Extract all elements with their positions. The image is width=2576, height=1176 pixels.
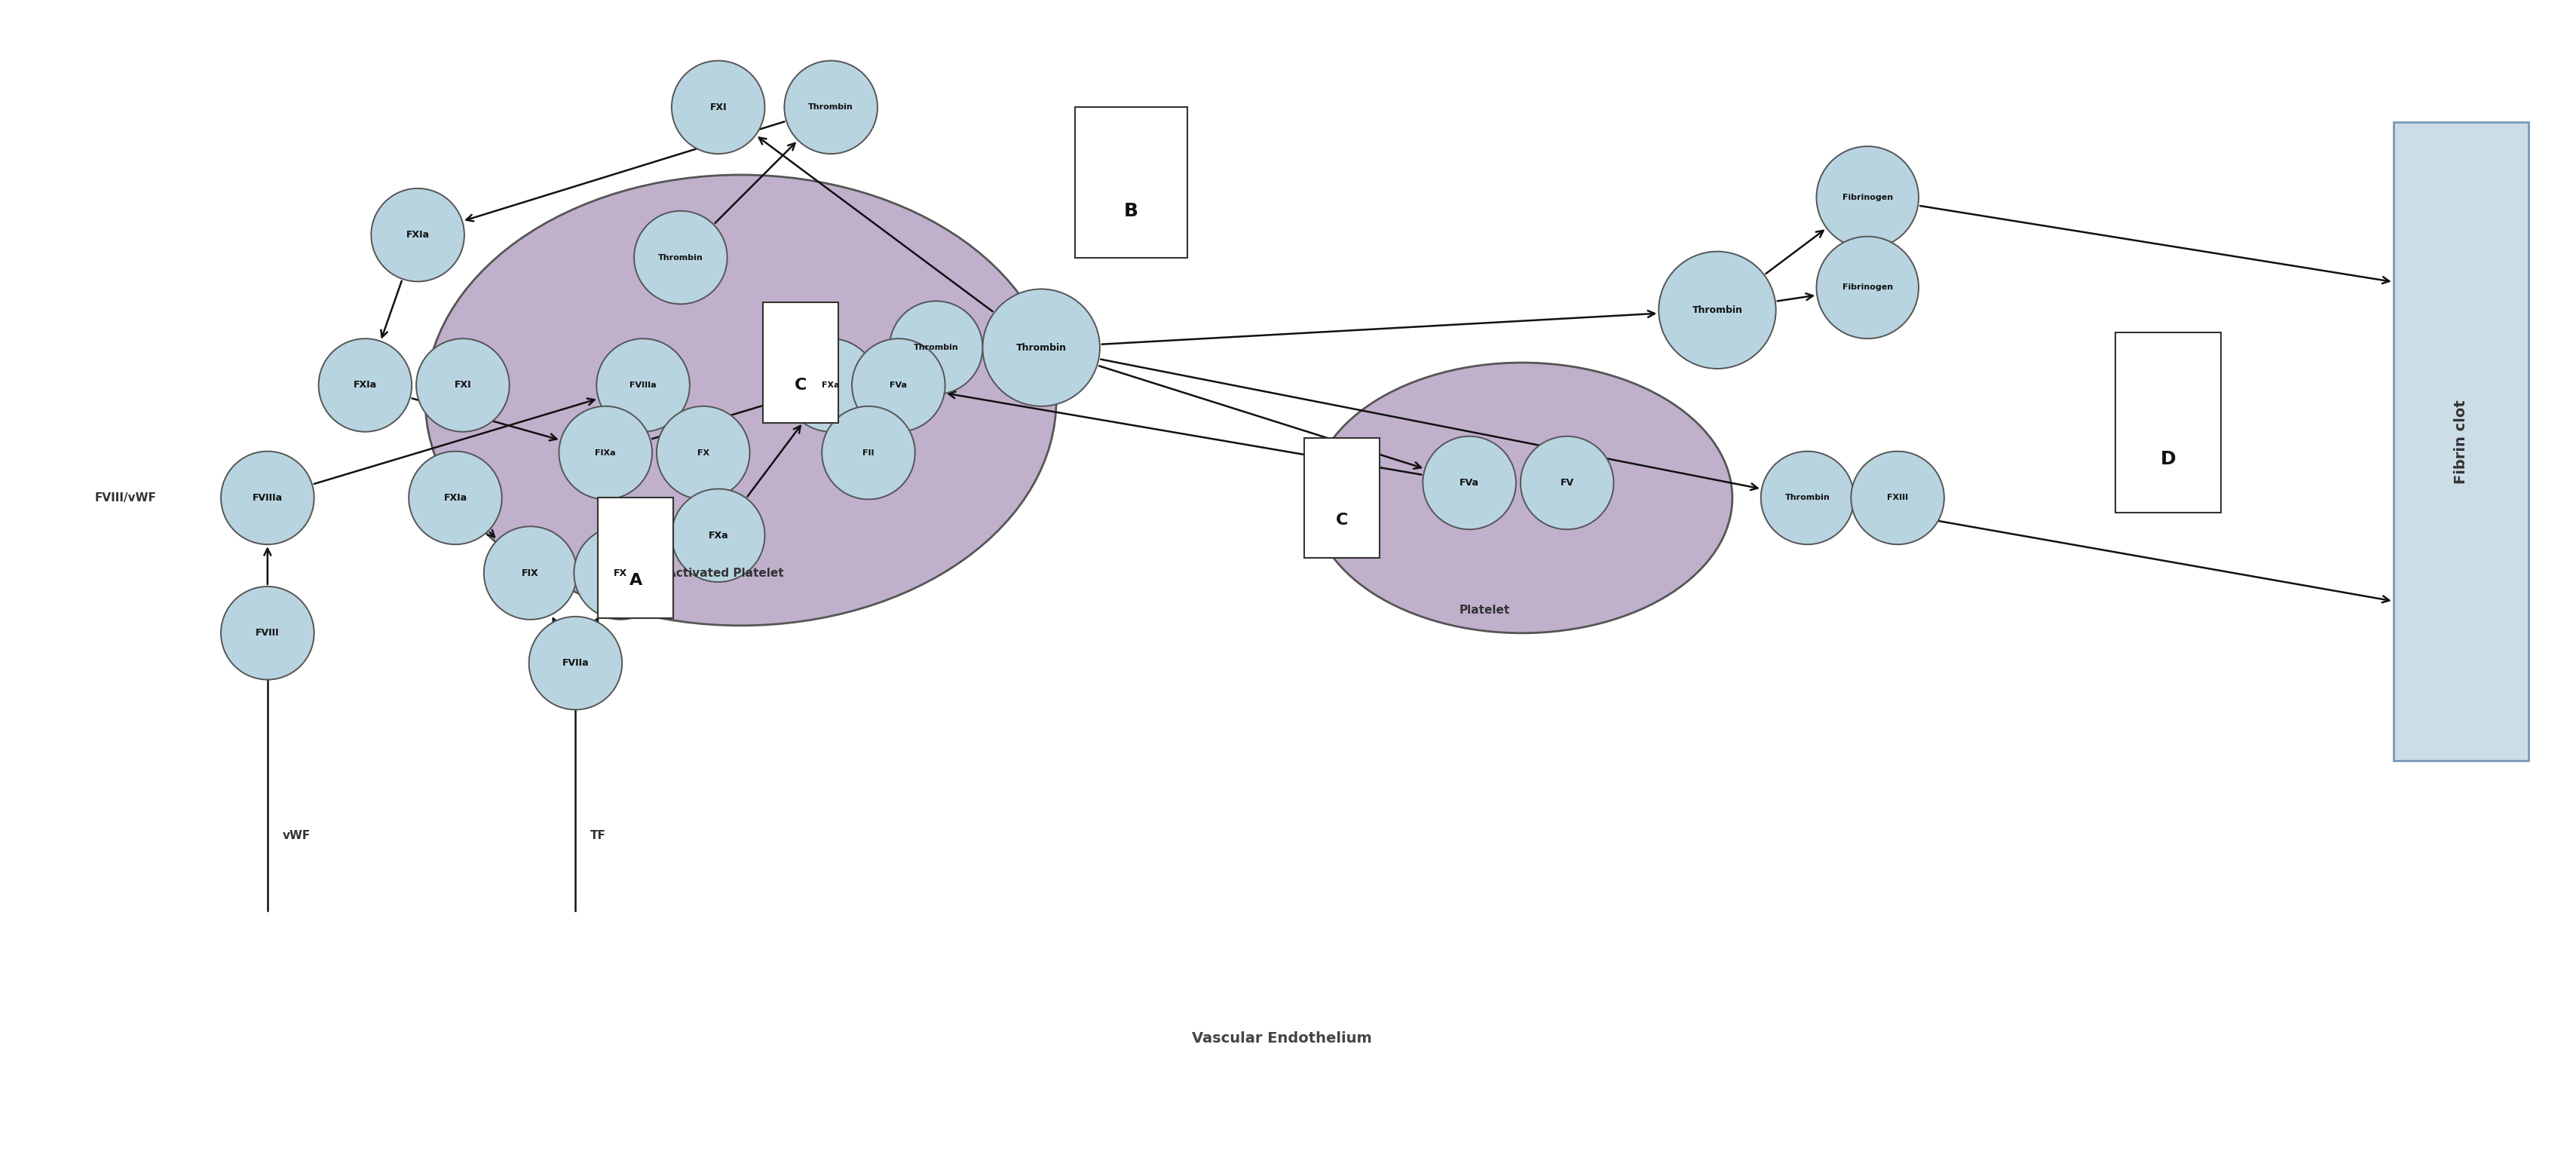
Circle shape	[853, 339, 945, 432]
Text: Thrombin: Thrombin	[1692, 305, 1741, 315]
Bar	[1303, 437, 1378, 557]
Circle shape	[222, 452, 314, 544]
Circle shape	[319, 339, 412, 432]
Bar	[598, 497, 672, 619]
Text: FII: FII	[863, 449, 873, 456]
Circle shape	[598, 339, 690, 432]
Text: FIXa: FIXa	[595, 449, 616, 456]
Text: FVIIIa: FVIIIa	[629, 381, 657, 389]
Text: FXIa: FXIa	[407, 230, 430, 240]
Circle shape	[559, 406, 652, 500]
Text: FVa: FVa	[889, 381, 907, 389]
Text: FVIII: FVIII	[255, 628, 278, 637]
Text: FX: FX	[698, 449, 708, 456]
Bar	[762, 302, 837, 422]
Text: FXI: FXI	[711, 102, 726, 112]
Text: FXI: FXI	[453, 380, 471, 390]
Text: vWF: vWF	[283, 830, 312, 842]
Text: FXIa: FXIa	[353, 380, 376, 390]
Circle shape	[1852, 452, 1945, 544]
Text: Platelet: Platelet	[1458, 604, 1510, 616]
Circle shape	[657, 406, 750, 500]
Circle shape	[783, 339, 878, 432]
Text: FVIII/vWF: FVIII/vWF	[95, 493, 157, 503]
FancyBboxPatch shape	[2393, 122, 2530, 761]
Bar	[1074, 107, 1188, 258]
Bar	[2115, 333, 2221, 513]
Text: Vascular Endothelium: Vascular Endothelium	[1193, 1031, 1370, 1045]
Text: C: C	[793, 377, 806, 393]
Circle shape	[417, 339, 510, 432]
Text: FVa: FVa	[1461, 477, 1479, 488]
Circle shape	[889, 301, 981, 394]
Circle shape	[222, 587, 314, 680]
Circle shape	[1659, 252, 1775, 368]
Text: FVIIIa: FVIIIa	[252, 493, 283, 503]
Circle shape	[410, 452, 502, 544]
Circle shape	[1816, 146, 1919, 248]
Text: TF: TF	[590, 830, 605, 842]
Text: Thrombin: Thrombin	[914, 343, 958, 352]
Text: FVIIa: FVIIa	[562, 659, 590, 668]
Text: Thrombin: Thrombin	[657, 254, 703, 261]
Circle shape	[484, 527, 577, 620]
Text: FXa: FXa	[708, 530, 729, 540]
Text: Activated Platelet: Activated Platelet	[667, 567, 783, 579]
Ellipse shape	[425, 175, 1056, 626]
Text: Thrombin: Thrombin	[1785, 494, 1829, 502]
Text: A: A	[629, 573, 641, 588]
Circle shape	[822, 406, 914, 500]
Circle shape	[1520, 436, 1613, 529]
Circle shape	[574, 527, 667, 620]
Text: Fibrinogen: Fibrinogen	[1842, 283, 1893, 292]
Text: FXIa: FXIa	[443, 493, 466, 503]
Text: Fibrinogen: Fibrinogen	[1842, 194, 1893, 201]
Text: FX: FX	[613, 568, 629, 577]
Text: FV: FV	[1561, 477, 1574, 488]
Text: D: D	[2161, 449, 2177, 468]
Circle shape	[1816, 236, 1919, 339]
Text: FIX: FIX	[523, 568, 538, 577]
Text: Thrombin: Thrombin	[809, 103, 853, 111]
Circle shape	[634, 211, 726, 305]
Ellipse shape	[1311, 362, 1731, 633]
Circle shape	[672, 489, 765, 582]
Text: C: C	[1334, 513, 1347, 528]
Text: Fibrin clot: Fibrin clot	[2455, 400, 2468, 483]
Circle shape	[528, 616, 621, 709]
Circle shape	[1762, 452, 1855, 544]
Circle shape	[981, 289, 1100, 406]
Circle shape	[1422, 436, 1517, 529]
Text: B: B	[1123, 202, 1139, 220]
Text: FXa: FXa	[822, 381, 840, 389]
Text: Thrombin: Thrombin	[1015, 342, 1066, 353]
Circle shape	[783, 61, 878, 154]
Text: FXIII: FXIII	[1888, 494, 1909, 502]
Circle shape	[672, 61, 765, 154]
Circle shape	[371, 188, 464, 281]
